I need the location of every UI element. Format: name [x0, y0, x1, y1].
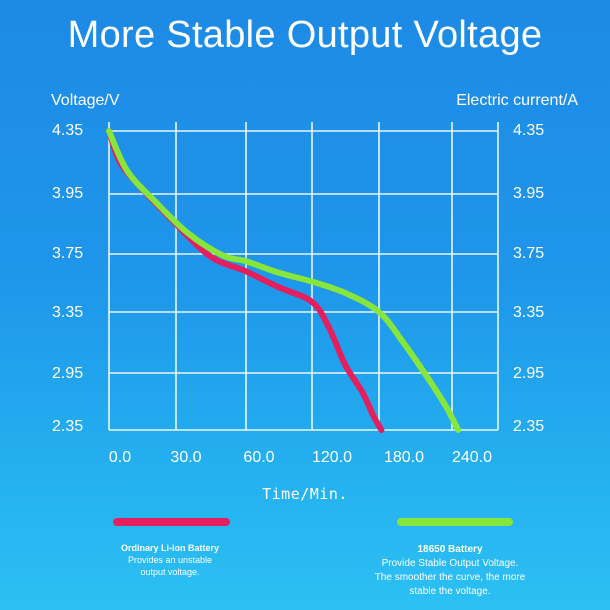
x-axis-label: Time/Min. [262, 485, 348, 503]
legend-swatch-ordinary [113, 518, 230, 526]
y-tick-left: 4.35 [52, 122, 84, 139]
x-tick: 120.0 [311, 449, 353, 466]
x-tick: 30.0 [170, 449, 202, 466]
legend-description: Provides an unstable [127, 555, 213, 565]
y-tick-right: 3.75 [513, 245, 545, 262]
chart-title: More Stable Output Voltage [67, 14, 543, 56]
legend-name: 18650 Battery [417, 544, 483, 555]
y-tick-right: 2.35 [513, 418, 545, 435]
y-tick-right: 3.35 [513, 304, 545, 321]
series-line-18650 [106, 128, 462, 433]
x-tick: 180.0 [383, 449, 425, 466]
legend-description: The smoother the curve, the more [374, 572, 526, 583]
x-tick: 240.0 [451, 449, 493, 466]
y-axis-label-left: Voltage/V [51, 92, 120, 109]
legend-description: output voltage. [140, 567, 200, 577]
legend-entry-ordinary: Ordinary Li-ion Battery Provides an unst… [95, 542, 245, 578]
y-tick-left: 2.95 [52, 365, 84, 382]
y-tick-left: 3.75 [52, 245, 84, 262]
legend-entry-18650: 18650 Battery Provide Stable Output Volt… [345, 543, 555, 599]
y-tick-right: 3.95 [513, 185, 545, 202]
y-tick-right: 4.35 [513, 122, 545, 139]
y-axis-label-right: Electric current/A [456, 92, 578, 109]
x-tick: 60.0 [243, 449, 275, 466]
legend-swatch-18650 [397, 518, 513, 526]
y-tick-left: 3.35 [52, 304, 84, 321]
legend-description: Provide Stable Output Voltage. [381, 558, 519, 569]
x-tick: 0.0 [108, 449, 132, 466]
y-tick-left: 2.35 [52, 418, 84, 435]
y-tick-left: 3.95 [52, 185, 84, 202]
y-tick-right: 2.95 [513, 365, 545, 382]
legend-name: Ordinary Li-ion Battery [120, 543, 219, 553]
legend-description: stable the voltage. [409, 586, 491, 597]
